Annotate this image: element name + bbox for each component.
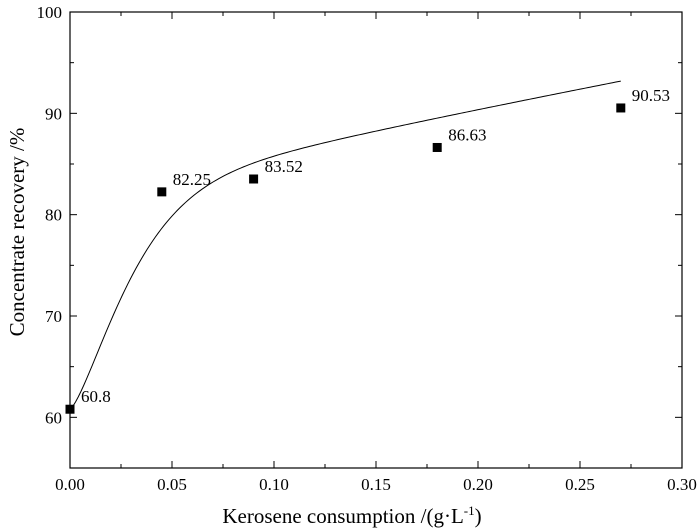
x-axis-title-superscript: -1: [464, 503, 475, 518]
data-point: [249, 174, 259, 184]
data-point: [616, 103, 626, 113]
plot-frame: [69, 11, 683, 469]
x-tick-label: 0.00: [55, 475, 85, 494]
y-tick-label: 100: [37, 3, 63, 22]
x-tick-label: 0.30: [667, 475, 697, 494]
y-axis-title: Concentrate recovery /%: [5, 128, 29, 337]
x-axis-title: Kerosene consumption /(g·L-1): [222, 503, 481, 528]
data-labels: 60.8 82.25 83.52 86.63 90.53: [81, 86, 670, 406]
x-axis-title-main: Kerosene consumption /(g·L: [222, 504, 463, 528]
x-tick-label: 0.25: [565, 475, 595, 494]
data-label: 60.8: [81, 387, 111, 406]
axes: [69, 11, 683, 469]
x-tick-label: 0.15: [361, 475, 391, 494]
y-tick-label: 80: [45, 206, 62, 225]
data-label: 82.25: [173, 170, 211, 189]
x-tick-label: 0.20: [463, 475, 493, 494]
fit-curve: [69, 80, 621, 410]
data-label: 83.52: [265, 157, 303, 176]
data-point: [157, 187, 167, 197]
x-tick-label: 0.10: [259, 475, 289, 494]
x-axis-title-suffix: ): [475, 504, 482, 528]
ticks: 0.00 0.05 0.10 0.15 0.20 0.25 0.30 60 70 80 90 100: [37, 3, 697, 494]
x-tick-label: 0.05: [157, 475, 187, 494]
y-tick-label: 90: [45, 104, 62, 123]
data-label: 90.53: [632, 86, 670, 105]
data-point: [432, 142, 442, 152]
y-tick-label: 70: [45, 307, 62, 326]
data-label: 86.63: [448, 125, 486, 144]
y-tick-label: 60: [45, 408, 62, 427]
data-points: [65, 103, 626, 414]
data-point: [65, 404, 75, 414]
